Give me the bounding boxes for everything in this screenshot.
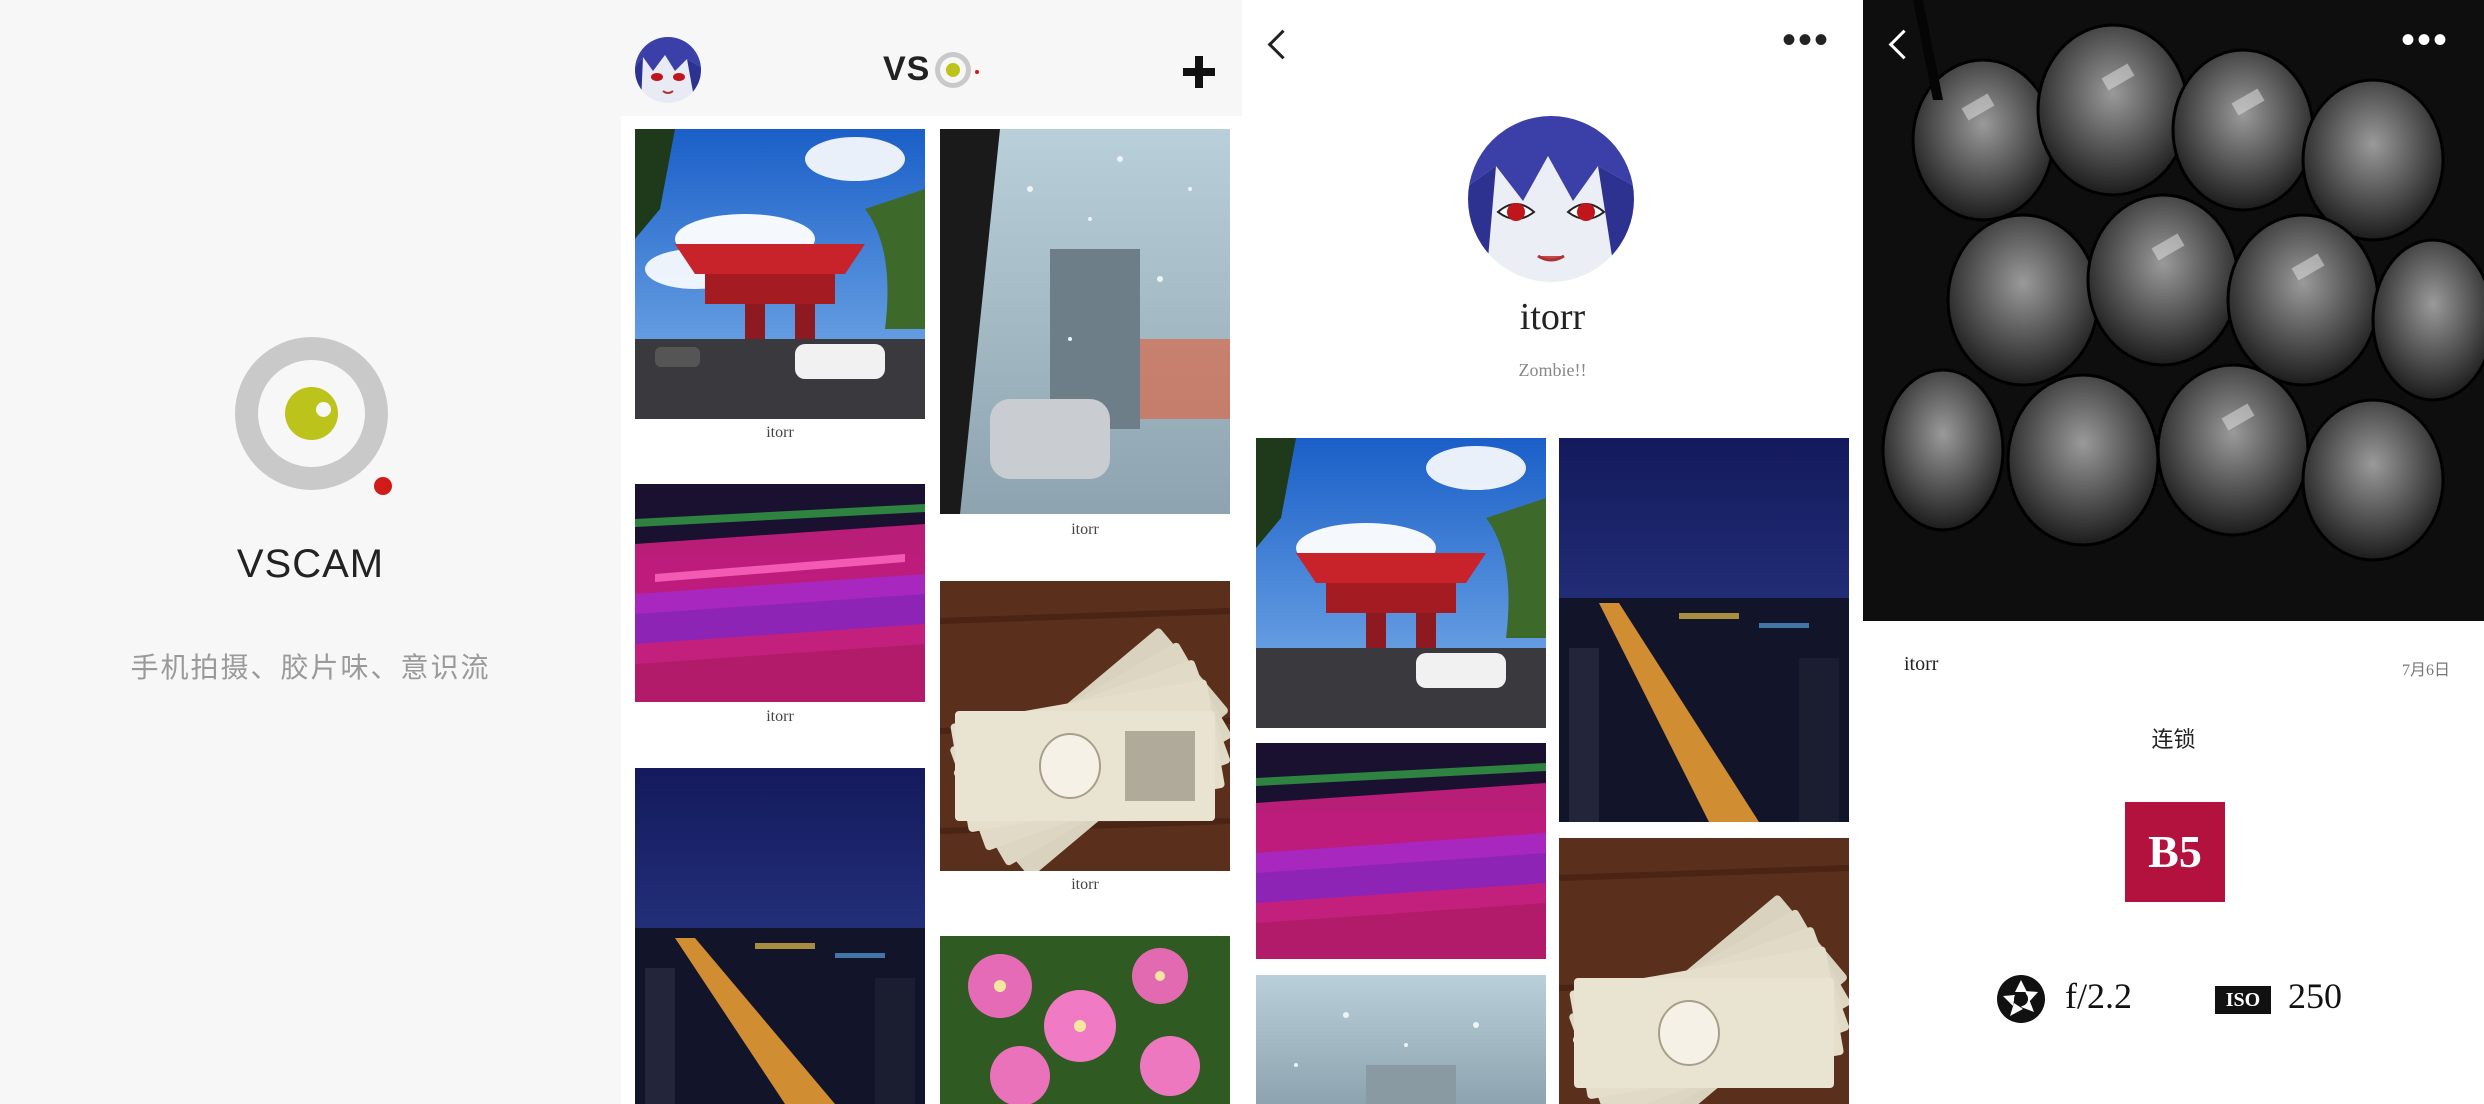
profile-bio: Zombie!! [1518, 360, 1587, 380]
aperture-icon [1996, 974, 2046, 1024]
feed-photo-caption[interactable]: itorr [766, 424, 794, 441]
logo-red-dot [374, 477, 392, 495]
iso-icon: ISO [2215, 986, 2271, 1014]
splash-app-name: VSCAM [236, 542, 385, 586]
feed-photo-red-pavilion[interactable] [635, 129, 925, 419]
feed-photo-caption[interactable]: itorr [766, 708, 794, 725]
splash-tagline: 手机拍摄、胶片味、意识流 [130, 652, 491, 683]
feed-header: VS [621, 0, 1242, 116]
app-logo-icon [235, 337, 388, 490]
iso-value: 250 [2288, 976, 2342, 1016]
header-logo-dot [975, 70, 979, 74]
header-logo-text: VS [883, 50, 931, 88]
user-avatar[interactable] [635, 37, 701, 103]
add-photo-button[interactable] [1183, 56, 1215, 88]
feed-photo-neon-blur[interactable] [635, 484, 925, 702]
filter-badge: B5 [2125, 802, 2225, 902]
detail-date: 7月6日 [2401, 662, 2450, 679]
more-dots-icon[interactable]: ••• [1782, 18, 1831, 62]
profile-username: itorr [1519, 296, 1586, 338]
feed-photo-rainy-window[interactable] [940, 129, 1230, 514]
profile-avatar [1468, 116, 1634, 282]
grid-photo-neon-blur[interactable] [1256, 743, 1546, 959]
photo-detail-screen: ••• itorr 7月6日 连锁 B5 f/2.2 ISO 250 [1863, 0, 2484, 1104]
detail-username[interactable]: itorr [1904, 653, 1939, 675]
grid-photo-yen-notes[interactable] [1559, 838, 1849, 1104]
grid-photo-night-city[interactable] [1559, 438, 1849, 822]
splash-screen: VSCAM 手机拍摄、胶片味、意识流 [0, 0, 621, 1104]
grid-photo-red-pavilion[interactable] [1256, 438, 1546, 728]
feed-photo-caption[interactable]: itorr [1071, 876, 1099, 893]
detail-photo-bike-cassette[interactable] [1863, 0, 2484, 621]
feed-screen: VS itorr [621, 0, 1242, 1104]
header-logo-icon [935, 52, 971, 88]
detail-caption: 连锁 [2151, 727, 2196, 752]
feed-photo-pink-flowers[interactable] [940, 936, 1230, 1104]
feed-photo-yen-notes[interactable] [940, 581, 1230, 871]
feed-photo-night-city[interactable] [635, 768, 925, 1104]
profile-screen: ••• itorr Zombie!! [1242, 0, 1863, 1104]
feed-photo-caption[interactable]: itorr [1071, 521, 1099, 538]
grid-photo-rainy-window[interactable] [1256, 975, 1546, 1104]
more-dots-icon[interactable]: ••• [2401, 18, 2450, 62]
chevron-left-icon[interactable] [1267, 29, 1298, 60]
aperture-value: f/2.2 [2065, 976, 2132, 1016]
